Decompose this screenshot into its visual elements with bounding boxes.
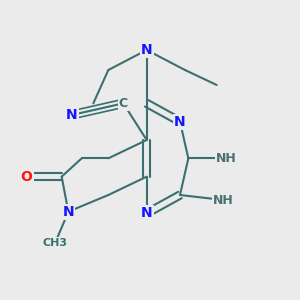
Text: N: N xyxy=(141,43,152,57)
Text: CH3: CH3 xyxy=(43,238,68,248)
Text: N: N xyxy=(174,115,186,129)
Text: C: C xyxy=(119,97,128,110)
Text: NH: NH xyxy=(216,152,237,165)
Text: N: N xyxy=(62,205,74,219)
Text: NH: NH xyxy=(213,194,234,206)
Text: N: N xyxy=(66,108,77,122)
Text: N: N xyxy=(141,206,152,220)
Text: O: O xyxy=(21,170,33,184)
